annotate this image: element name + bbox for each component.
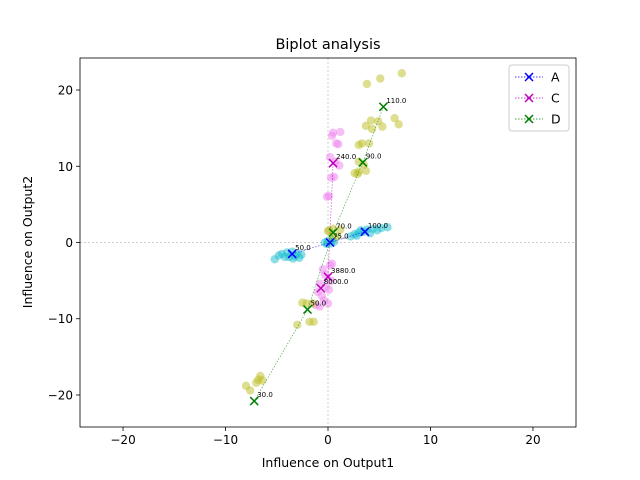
x-tick-label: 0 — [324, 433, 332, 447]
legend-marker-a-stroke — [524, 72, 534, 82]
x-tick-label: 20 — [525, 433, 540, 447]
cloud-point-a — [383, 223, 392, 232]
legend-marker-d — [524, 114, 534, 124]
x-tick-label: −20 — [110, 433, 135, 447]
legend-entry-c: C — [515, 91, 560, 106]
centroid-label-a: 100.0 — [368, 222, 388, 230]
cloud-point-d — [367, 124, 377, 134]
cloud-point-c — [329, 172, 339, 182]
cloud-point-d — [252, 378, 261, 387]
centroid-marker-c — [328, 158, 338, 168]
cloud-point-d — [336, 225, 345, 234]
centroid-label-d: 90.0 — [366, 152, 382, 160]
centroid-marker-a-stroke — [325, 237, 335, 248]
cloud-point-d — [397, 69, 406, 78]
plot-area: 50.0 75.0 100.0 240.0 3880.0 8000.0 110.0 90.0 7… — [48, 57, 577, 447]
x-tick-label: 10 — [423, 433, 438, 447]
plot-content: 50.0 75.0 100.0 240.0 3880.0 8000.0 110.0 90.0 7… — [241, 69, 406, 406]
y-tick-label: −10 — [48, 312, 73, 326]
x-axis-label: Influence on Output1 — [262, 455, 394, 470]
cloud-point-a — [377, 223, 386, 233]
cloud-point-c — [315, 302, 325, 311]
legend: ACD — [508, 64, 570, 132]
cloud-point-d — [309, 317, 318, 326]
cloud-point-d — [376, 74, 385, 83]
cloud-point-d — [364, 139, 374, 148]
centroid-label-d: 50.0 — [311, 300, 327, 308]
centroid-marker-a — [360, 227, 370, 237]
legend-marker-c — [524, 93, 534, 103]
legend-marker-c-stroke — [524, 93, 534, 103]
centroid-marker-d — [358, 157, 368, 167]
cloud-point-d — [361, 166, 371, 176]
centroid-marker-a — [287, 249, 297, 259]
y-axis-label: Influence on Output2 — [20, 176, 35, 308]
cloud-point-a — [297, 250, 306, 259]
centroid-marker-c-stroke — [316, 283, 326, 293]
cloud-point-d — [362, 79, 372, 89]
centroid-label-d: 30.0 — [257, 391, 273, 399]
centroid-marker-d — [378, 102, 388, 112]
cloud-point-c — [335, 161, 344, 170]
legend-label-a: A — [551, 70, 560, 85]
cloud-point-c — [334, 139, 343, 149]
legend-label-d: D — [551, 112, 561, 127]
centroid-label-c: 8000.0 — [324, 278, 349, 286]
cloud-point-d — [394, 120, 403, 129]
centroid-marker-c-stroke — [323, 272, 333, 282]
y-tick-label: 10 — [58, 160, 73, 174]
centroid-label-c: 3880.0 — [331, 267, 356, 275]
x-tick-label: −10 — [213, 433, 238, 447]
cloud-point-d — [353, 169, 362, 179]
centroid-marker-d-stroke — [378, 102, 388, 112]
centroid-marker-d-stroke — [249, 396, 259, 406]
chart-title: Biplot analysis — [275, 37, 380, 53]
cloud-point-c — [324, 191, 334, 201]
centroid-marker-a-stroke — [287, 249, 297, 259]
cloud-point-d — [256, 371, 265, 381]
legend-marker-d-stroke — [524, 114, 534, 124]
legend-entry-a: A — [515, 70, 560, 85]
cloud-point-d — [378, 122, 387, 131]
centroid-marker-c-stroke — [328, 158, 338, 168]
centroid-label-a: 75.0 — [333, 233, 349, 241]
cloud-point-c — [327, 259, 337, 269]
centroid-marker-d-stroke — [302, 305, 313, 315]
cloud-point-d — [293, 320, 302, 330]
cloud-point-c — [328, 128, 338, 137]
centroid-marker-a-stroke — [360, 227, 370, 237]
centroid-marker-d-stroke — [358, 157, 368, 167]
centroid-label-d: 70.0 — [336, 223, 352, 231]
cloud-point-c — [323, 299, 333, 308]
cloud-point-d — [354, 140, 363, 150]
centroid-marker-d — [328, 228, 338, 238]
centroid-marker-d — [249, 396, 259, 406]
centroid-marker-d-stroke — [328, 228, 338, 238]
cloud-point-d — [366, 116, 376, 125]
cloud-point-d — [390, 114, 399, 123]
centroid-marker-c — [323, 272, 333, 282]
cloud-point-a — [352, 231, 361, 240]
centroid-marker-c — [316, 283, 326, 293]
cloud-point-d — [245, 386, 255, 395]
legend-marker-a — [524, 72, 534, 82]
centroid-label-c: 240.0 — [336, 153, 356, 161]
centroid-marker-d — [302, 305, 313, 315]
legend-entry-d: D — [515, 112, 561, 127]
y-tick-label: 20 — [58, 84, 73, 98]
y-tick-label: −20 — [48, 388, 73, 402]
centroid-marker-a — [325, 237, 335, 248]
centroid-label-a: 50.0 — [295, 244, 311, 252]
y-tick-label: 0 — [65, 236, 73, 250]
cloud-point-a — [280, 252, 290, 262]
centroid-label-d: 110.0 — [386, 97, 406, 105]
legend-label-c: C — [551, 91, 560, 106]
cloud-point-c — [336, 127, 345, 137]
